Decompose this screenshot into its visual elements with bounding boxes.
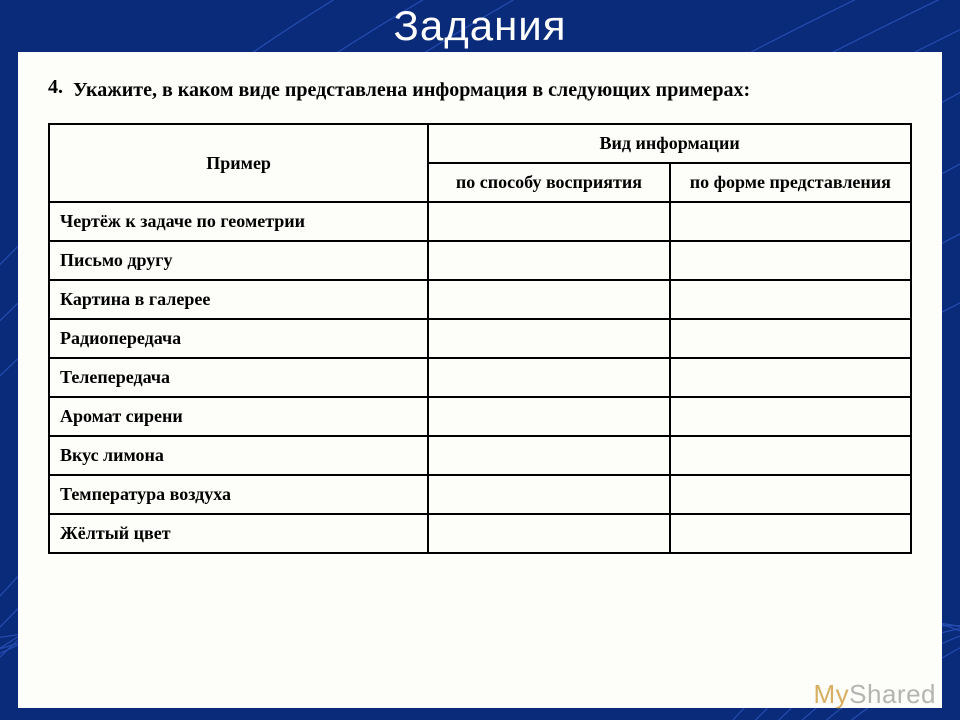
watermark-my: My <box>813 679 849 709</box>
table-row: Температура воздуха <box>49 475 911 514</box>
cell-perception[interactable] <box>428 358 669 397</box>
cell-form[interactable] <box>670 397 911 436</box>
question-block: 4. Укажите, в каком виде представлена ин… <box>48 76 912 105</box>
cell-form[interactable] <box>670 280 911 319</box>
cell-form[interactable] <box>670 358 911 397</box>
cell-example: Вкус лимона <box>49 436 428 475</box>
table-body: Чертёж к задаче по геометрииПисьмо другу… <box>49 202 911 553</box>
table-row: Картина в галерее <box>49 280 911 319</box>
cell-perception[interactable] <box>428 436 669 475</box>
info-table: Пример Вид информации по способу восприя… <box>48 123 912 554</box>
question-number: 4. <box>48 76 63 105</box>
cell-example: Температура воздуха <box>49 475 428 514</box>
watermark: MyShared <box>813 679 936 710</box>
cell-perception[interactable] <box>428 397 669 436</box>
watermark-shared: Shared <box>849 679 936 709</box>
document-page: 4. Укажите, в каком виде представлена ин… <box>18 52 942 708</box>
cell-perception[interactable] <box>428 319 669 358</box>
table-row: Жёлтый цвет <box>49 514 911 553</box>
th-by-perception: по способу восприятия <box>428 163 669 202</box>
slide-title: Задания <box>394 2 567 50</box>
cell-example: Жёлтый цвет <box>49 514 428 553</box>
cell-form[interactable] <box>670 514 911 553</box>
cell-form[interactable] <box>670 202 911 241</box>
table-row: Телепередача <box>49 358 911 397</box>
table-row: Радиопередача <box>49 319 911 358</box>
th-example: Пример <box>49 124 428 202</box>
cell-example: Радиопередача <box>49 319 428 358</box>
cell-perception[interactable] <box>428 280 669 319</box>
question-text: Укажите, в каком виде представлена инфор… <box>73 76 750 105</box>
cell-example: Картина в галерее <box>49 280 428 319</box>
table-row: Вкус лимона <box>49 436 911 475</box>
cell-perception[interactable] <box>428 202 669 241</box>
cell-perception[interactable] <box>428 514 669 553</box>
th-info-type: Вид информации <box>428 124 911 163</box>
cell-form[interactable] <box>670 436 911 475</box>
cell-form[interactable] <box>670 475 911 514</box>
cell-example: Телепередача <box>49 358 428 397</box>
cell-example: Аромат сирени <box>49 397 428 436</box>
cell-form[interactable] <box>670 319 911 358</box>
cell-form[interactable] <box>670 241 911 280</box>
cell-example: Чертёж к задаче по геометрии <box>49 202 428 241</box>
cell-perception[interactable] <box>428 241 669 280</box>
table-row: Аромат сирени <box>49 397 911 436</box>
table-row: Чертёж к задаче по геометрии <box>49 202 911 241</box>
cell-perception[interactable] <box>428 475 669 514</box>
table-row: Письмо другу <box>49 241 911 280</box>
cell-example: Письмо другу <box>49 241 428 280</box>
th-by-form: по форме представления <box>670 163 911 202</box>
